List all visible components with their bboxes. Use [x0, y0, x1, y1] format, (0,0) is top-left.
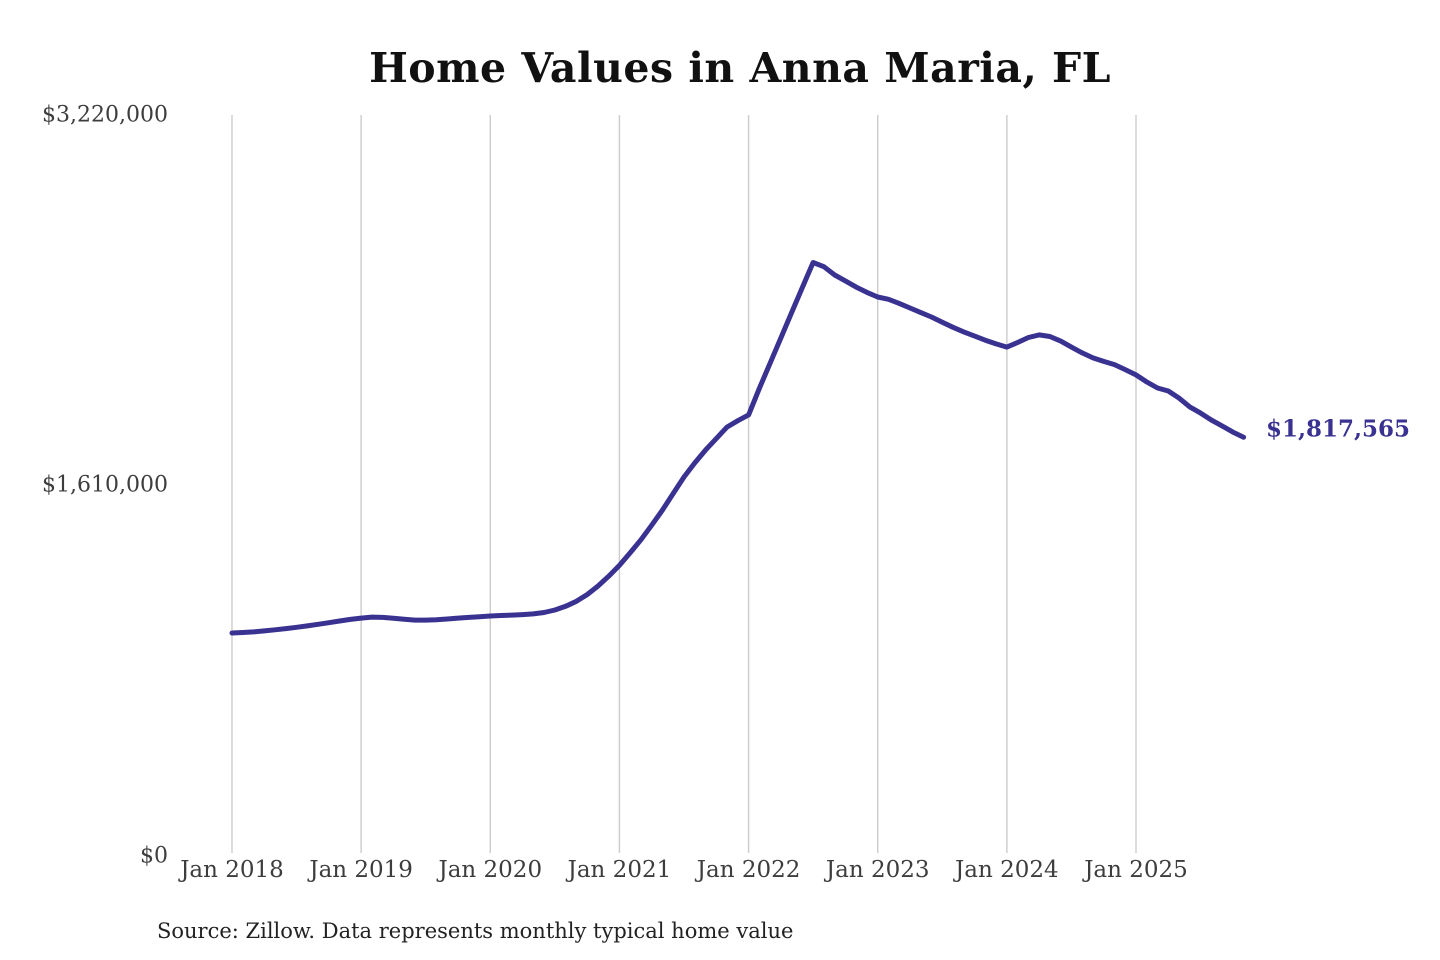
y-axis-tick-label: $1,610,000: [42, 472, 168, 498]
y-axis-tick-label: $0: [140, 843, 168, 869]
source-note: Source: Zillow. Data represents monthly …: [157, 919, 794, 943]
home-value-line: [229, 260, 1247, 636]
x-axis-tick-label: Jan 2023: [825, 857, 930, 883]
x-axis-tick-label: Jan 2020: [438, 857, 543, 883]
x-axis-tick-label: Jan 2022: [696, 857, 801, 883]
x-axis-tick-label: Jan 2025: [1084, 857, 1188, 883]
x-axis-tick-label: Jan 2021: [567, 857, 672, 883]
y-axis-tick-label: $3,220,000: [42, 102, 168, 128]
chart-title: Home Values in Anna Maria, FL: [369, 44, 1111, 92]
latest-value-label: $1,817,565: [1266, 415, 1411, 443]
x-axis-tick-label: Jan 2024: [955, 857, 1059, 883]
x-axis-tick-label: Jan 2018: [180, 857, 284, 883]
x-axis-tick-label: Jan 2019: [309, 857, 413, 883]
